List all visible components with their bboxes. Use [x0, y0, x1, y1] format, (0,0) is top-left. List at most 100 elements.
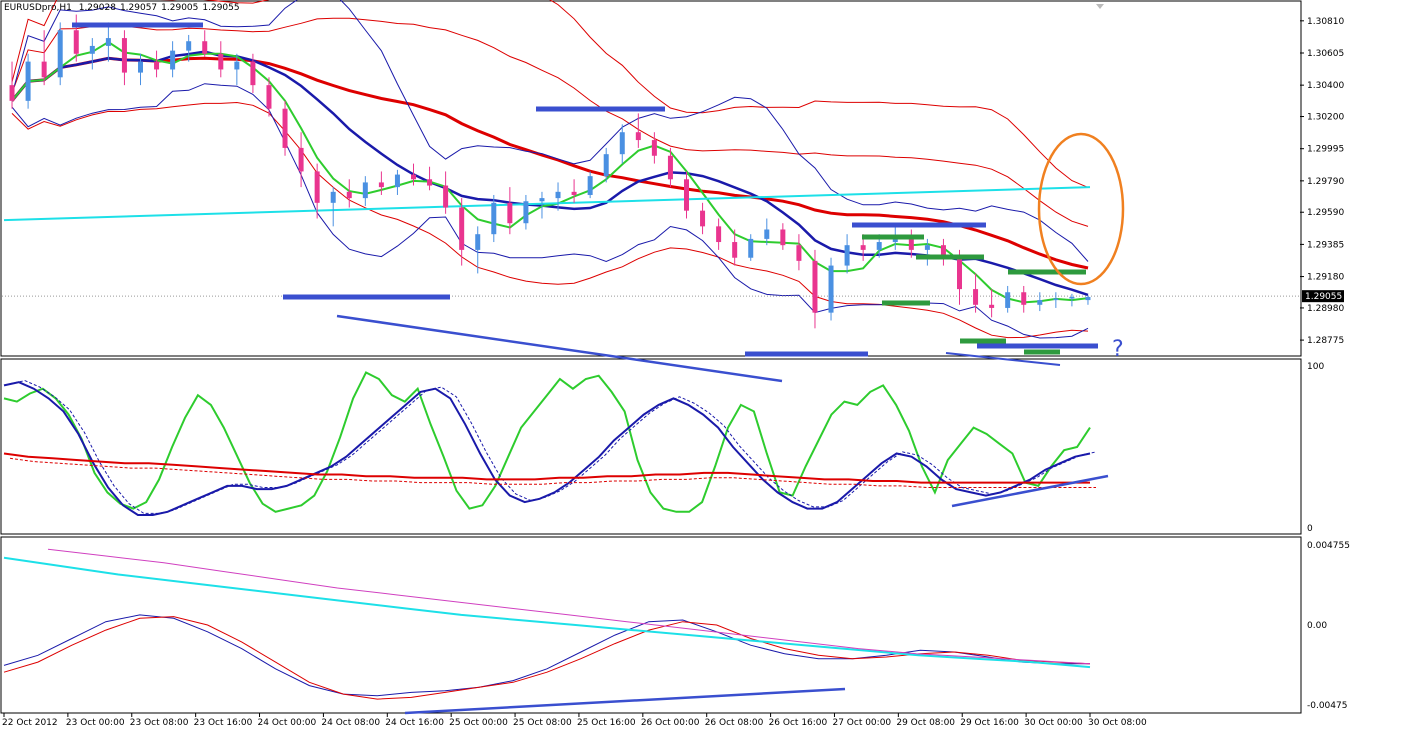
time-tick-label: 30 Oct 00:00 — [1024, 718, 1083, 728]
candle-body — [475, 234, 481, 250]
macd-cyan-line — [3, 556, 1091, 669]
candle-body — [587, 176, 593, 195]
symbol-name: EURUSDpro,H1 — [4, 3, 72, 13]
low-price: 1.29005 — [161, 3, 199, 13]
candle-body — [218, 53, 224, 70]
candle-body — [427, 179, 433, 186]
oscillator-green-line — [3, 371, 1091, 513]
candle-body — [282, 108, 288, 148]
current-price-box — [1302, 290, 1344, 303]
red-mid-envelope — [11, 17, 1089, 227]
candle-body — [250, 61, 256, 86]
candle-body — [121, 38, 127, 73]
question-mark-annotation: ? — [1112, 337, 1124, 362]
candle-body — [571, 191, 577, 195]
oscillator-tick-label: 100 — [1307, 362, 1324, 372]
price-tick-label: 1.30605 — [1307, 49, 1344, 59]
red-moving-average — [10, 56, 1089, 270]
candle-body — [957, 257, 962, 290]
candle-body — [732, 242, 738, 258]
candle-body — [362, 182, 368, 199]
candle-body — [780, 229, 786, 246]
time-tick-label: 23 Oct 00:00 — [66, 718, 125, 728]
candle-body — [812, 260, 818, 313]
candle-body — [892, 238, 898, 243]
candle-body — [491, 202, 497, 235]
price-tick-label: 1.29790 — [1307, 177, 1344, 187]
candle-body — [635, 132, 641, 141]
candle-body — [1037, 300, 1043, 305]
candle-body — [314, 171, 320, 203]
blue-upper-band — [11, 0, 1089, 262]
candle-body — [539, 198, 545, 202]
time-tick-label: 23 Oct 08:00 — [130, 718, 189, 728]
macd-trendline — [404, 687, 846, 715]
candle-body — [860, 245, 866, 250]
candle-body — [154, 61, 160, 70]
price-tick-label: 1.28980 — [1307, 304, 1344, 314]
price-tick-label: 1.30810 — [1307, 17, 1344, 27]
time-tick-label: 27 Oct 00:00 — [832, 718, 891, 728]
candle-body — [378, 182, 384, 188]
candle-body — [186, 41, 192, 51]
candle-body — [330, 191, 336, 203]
candle-body — [346, 191, 352, 199]
red-lower-envelope — [11, 101, 1089, 339]
macd-magenta-line — [47, 548, 1091, 665]
candle-body — [555, 191, 561, 199]
trendline-drawings[interactable] — [72, 22, 1125, 715]
candle-body — [298, 147, 304, 172]
close-price: 1.29055 — [202, 3, 240, 13]
candle-body — [844, 245, 850, 266]
candle-body — [908, 238, 914, 250]
time-tick-label: 24 Oct 00:00 — [258, 718, 317, 728]
candle-body — [1069, 296, 1075, 299]
candle-body — [266, 85, 272, 109]
oscillator-blue-signal — [9, 380, 1097, 514]
macd-panel-frame — [0, 536, 1302, 714]
cyan-long-average — [3, 186, 1091, 222]
candle-body — [1021, 292, 1027, 305]
candle-body — [25, 61, 31, 101]
candle-body — [973, 289, 979, 305]
oscillator-panel-frame — [0, 358, 1302, 535]
candle-body — [619, 132, 625, 155]
candle-body — [796, 245, 802, 261]
time-tick-label: 25 Oct 00:00 — [449, 718, 508, 728]
price-tick-label: 1.29385 — [1307, 240, 1344, 250]
candle-body — [170, 50, 176, 70]
candle-body — [828, 265, 834, 313]
green-fast-average — [11, 40, 1089, 304]
candle-body — [1053, 298, 1059, 301]
orange-ellipse-marker — [1037, 132, 1125, 286]
candle-body — [667, 155, 673, 180]
chart-shift-marker-icon[interactable] — [1096, 4, 1104, 9]
price-panel-frame — [0, 0, 1302, 357]
candle-body — [1085, 296, 1091, 301]
candle-body — [876, 242, 882, 250]
price-axis: 1.30810 1.30605 1.30400 1.30200 1.29995 1.297… — [1300, 17, 1350, 711]
blue-moving-average — [11, 50, 1089, 297]
candle-body — [89, 45, 95, 54]
candle-body — [57, 30, 63, 78]
candle-body — [41, 61, 47, 78]
macd-tick-label: 0.004755 — [1307, 541, 1350, 551]
time-tick-label: 24 Oct 16:00 — [385, 718, 444, 728]
open-price: 1.29028 — [78, 3, 116, 13]
time-tick-label: 26 Oct 08:00 — [705, 718, 764, 728]
price-trendline-low — [945, 352, 1061, 366]
price-trendline-down — [336, 314, 783, 383]
macd-red-line — [3, 616, 1091, 700]
current-price-label: 1.29055 — [1305, 292, 1342, 302]
time-tick-label: 30 Oct 08:00 — [1088, 718, 1147, 728]
candle-body — [684, 179, 689, 211]
price-tick-label: 1.29180 — [1307, 273, 1344, 283]
candle-body — [651, 140, 657, 156]
candle-body — [940, 245, 946, 258]
candle-body — [73, 30, 79, 54]
price-tick-label: 1.30200 — [1307, 113, 1344, 123]
price-tick-label: 1.29590 — [1307, 208, 1344, 218]
time-axis: 22 Oct 2012 23 Oct 00:00 23 Oct 08:00 23 Oc… — [2, 713, 1147, 728]
